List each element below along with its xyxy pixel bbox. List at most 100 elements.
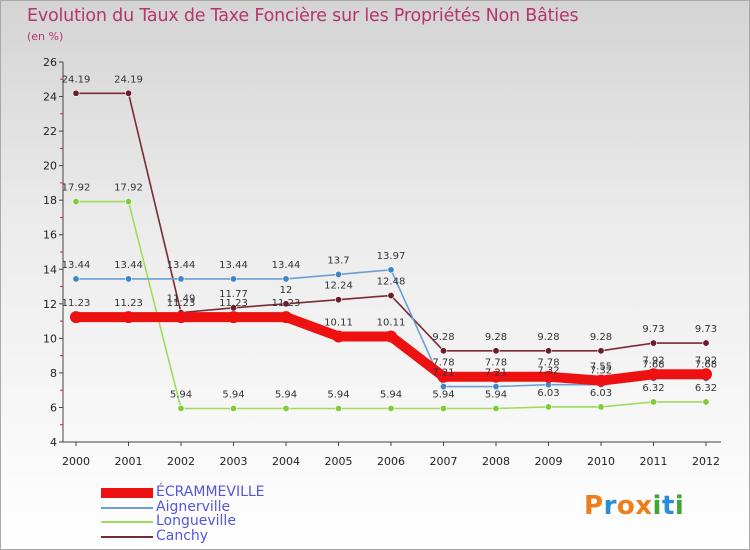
data-point [387,404,395,412]
data-label: 13.7 [327,255,349,266]
data-label: 9.28 [432,332,454,343]
data-label: 24.19 [114,74,143,85]
logo-letter: P [584,491,604,521]
logo-letter: o [616,491,636,521]
data-point [387,266,395,274]
data-label: 12 [280,285,293,296]
y-tick-label: 26 [43,56,57,69]
data-point [544,347,552,355]
data-point [125,275,133,283]
data-point [125,89,133,97]
logo-letter: i [652,491,662,521]
data-point [230,275,238,283]
data-point [177,275,185,283]
data-point [72,198,80,206]
data-point [282,275,290,283]
y-tick-label: 14 [43,263,57,276]
data-label: 5.94 [170,389,192,400]
data-point [72,89,80,97]
x-tick-label: 2000 [62,455,90,468]
logo-letter: i [674,491,685,521]
data-label: 11.77 [219,289,248,300]
data-point [542,370,555,383]
y-tick-label: 4 [50,436,57,449]
unit-label: (en %) [27,30,64,43]
x-tick-label: 2003 [220,455,248,468]
data-label: 7.21 [432,368,454,379]
data-label: 13.97 [377,251,406,262]
data-label: 5.94 [327,389,349,400]
logo-letter: t [661,491,675,521]
data-point [702,339,710,347]
axes: 4 6 8 10 12 14 16 18 20 22 24 26 2000 2001 2002 2003 200… [43,56,721,468]
data-point [334,270,342,278]
data-label: 7.68 [695,359,717,370]
data-label: 11.23 [62,298,91,309]
chart-title: Evolution du Taux de Taxe Foncière sur l… [27,6,579,26]
series-group [70,89,712,412]
y-tick-label: 20 [43,160,57,173]
legend-swatch [101,535,153,538]
data-point [122,311,135,324]
data-label: 11.23 [167,298,196,309]
legend-label: Aignerville [156,498,231,515]
logo-letter: r [603,491,617,521]
data-label: 9.73 [695,324,717,335]
data-point [334,296,342,304]
data-point [282,404,290,412]
data-point [492,383,500,391]
x-tick-label: 2012 [692,455,720,468]
data-point [70,311,82,324]
data-label: 7.78 [485,358,507,369]
data-label: 17.92 [62,183,91,194]
data-labels: 24.19 24.19 11.49 11.77 12 12.24 12.48 9.28 9.28… [62,74,717,400]
y-tick-label: 8 [50,367,57,380]
data-point [649,339,657,347]
data-label: 9.28 [590,332,612,343]
data-point [439,383,447,391]
data-point [439,347,447,355]
data-label: 5.94 [432,389,454,400]
data-point [385,330,397,343]
data-label: 24.19 [62,74,91,85]
data-label: 6.32 [695,383,717,394]
data-point [387,292,395,300]
x-tick-label: 2005 [325,455,353,468]
data-point [595,374,607,387]
y-tick-label: 24 [43,91,57,104]
data-label: 9.28 [537,332,559,343]
data-point [282,300,290,308]
data-label: 7.55 [590,362,612,373]
data-point [597,403,605,411]
data-label: 6.03 [590,388,612,399]
data-point [597,347,605,355]
x-tick-label: 2009 [535,455,563,468]
x-tick-label: 2002 [167,455,195,468]
data-label: 7.78 [432,358,454,369]
data-label: 11.23 [272,298,301,309]
x-tick-label: 2004 [272,455,300,468]
data-label: 13.44 [167,260,196,271]
data-point [230,304,238,312]
data-label: 13.44 [219,260,248,271]
y-tick-label: 10 [43,332,57,345]
data-label: 13.44 [272,260,301,271]
data-point [492,347,500,355]
y-tick-label: 18 [43,194,57,207]
data-label: 7.21 [485,368,507,379]
data-point [490,370,502,383]
data-label: 13.44 [62,260,91,271]
data-point [647,368,660,381]
data-point [125,198,133,206]
data-label: 9.28 [485,332,507,343]
data-point [544,403,552,411]
data-point [332,330,345,343]
legend-label: Canchy [156,527,209,544]
data-label: 5.94 [222,389,244,400]
data-point [649,398,657,406]
data-label: 13.44 [114,260,143,271]
data-label: 12.48 [377,277,406,288]
data-label: 17.92 [114,183,143,194]
data-label: 9.73 [642,324,664,335]
